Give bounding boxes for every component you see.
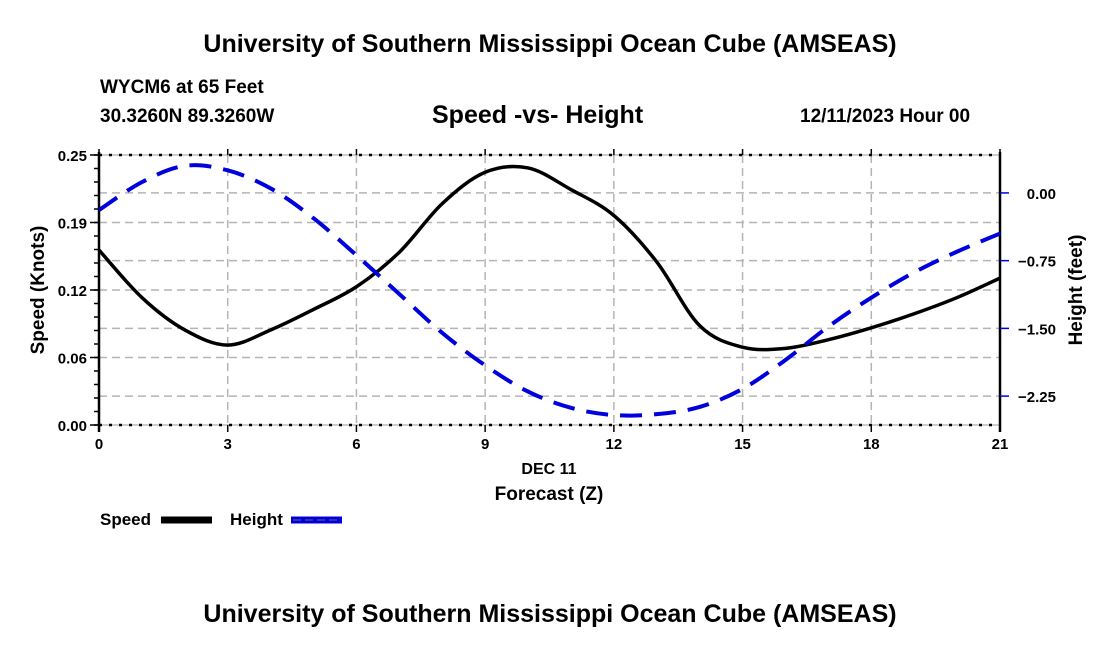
- series-line-speed: [97, 164, 1001, 352]
- legend-label-speed: Speed: [100, 510, 151, 529]
- y2-tick-label: −1.50: [1018, 321, 1056, 338]
- axis-labels: 0.00 0.06 0.12 0.19 0.25 0.00 −0.75 −1.50 −2.25 0…: [28, 148, 1087, 505]
- station-label: WYCM6 at 65 Feet: [100, 77, 264, 98]
- legend-label-height: Height: [230, 510, 283, 529]
- x-axis-date-label: DEC 11: [521, 461, 576, 478]
- x-tick-label: 21: [992, 436, 1009, 453]
- y-tick-label: 0.25: [58, 148, 87, 165]
- chart-main-title: University of Southern Mississippi Ocean…: [203, 30, 897, 58]
- x-tick-label: 0: [95, 436, 103, 453]
- y-tick-label: 0.00: [58, 418, 87, 435]
- footer-title: University of Southern Mississippi Ocean…: [203, 600, 897, 628]
- y-tick-label: 0.06: [58, 351, 87, 368]
- grid-lines: [99, 155, 1000, 425]
- y2-tick-label: −0.75: [1018, 254, 1056, 271]
- axes: [90, 149, 1009, 432]
- y-axis-title: Speed (Knots): [28, 226, 49, 355]
- x-tick-label: 15: [734, 436, 751, 453]
- coordinates-label: 30.3260N 89.3260W: [100, 106, 275, 127]
- x-axis-title: Forecast (Z): [495, 484, 604, 505]
- x-tick-label: 6: [352, 436, 360, 453]
- y2-axis-title: Height (feet): [1066, 235, 1087, 346]
- chart-subtitle: Speed -vs- Height: [432, 101, 644, 129]
- series-line-height: [97, 163, 1001, 418]
- legend: Speed Height: [100, 510, 342, 529]
- y-tick-label: 0.12: [58, 283, 87, 300]
- x-tick-label: 12: [606, 436, 623, 453]
- x-tick-label: 18: [863, 436, 880, 453]
- x-tick-label: 9: [481, 436, 489, 453]
- date-label: 12/11/2023 Hour 00: [800, 106, 971, 127]
- series-lines: [97, 163, 1001, 418]
- y-tick-label: 0.19: [58, 216, 87, 233]
- y2-tick-label: 0.00: [1027, 186, 1056, 203]
- y2-tick-label: −2.25: [1018, 389, 1056, 406]
- x-tick-label: 3: [224, 436, 232, 453]
